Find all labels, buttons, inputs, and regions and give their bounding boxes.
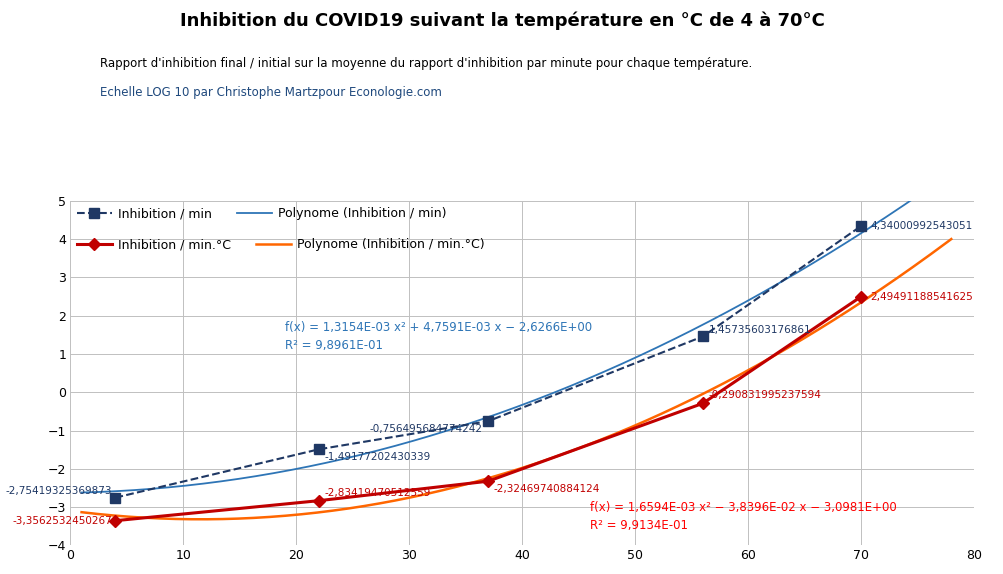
Text: -1,49177202430339: -1,49177202430339	[324, 452, 430, 463]
Text: -3,3562532450267: -3,3562532450267	[12, 515, 112, 526]
Text: -2,32469740884124: -2,32469740884124	[493, 484, 600, 494]
Text: -0,290831995237594: -0,290831995237594	[708, 390, 820, 400]
Text: -2,83419470512559: -2,83419470512559	[324, 488, 430, 498]
Text: f(x) = 1,3154E-03 x² + 4,7591E-03 x − 2,6266E+00
R² = 9,8961E-01: f(x) = 1,3154E-03 x² + 4,7591E-03 x − 2,…	[285, 321, 592, 352]
Text: 2,49491188541625: 2,49491188541625	[869, 292, 972, 302]
Text: Inhibition du COVID19 suivant la température en °C de 4 à 70°C: Inhibition du COVID19 suivant la tempéra…	[180, 11, 823, 30]
Text: Echelle LOG 10 par Christophe Martzpour Econologie.com: Echelle LOG 10 par Christophe Martzpour …	[100, 86, 442, 99]
Text: 1,45735603176861: 1,45735603176861	[708, 324, 810, 335]
Text: f(x) = 1,6594E-03 x² − 3,8396E-02 x − 3,0981E+00
R² = 9,9134E-01: f(x) = 1,6594E-03 x² − 3,8396E-02 x − 3,…	[590, 501, 896, 532]
Text: Rapport d'inhibition final / initial sur la moyenne du rapport d'inhibition par : Rapport d'inhibition final / initial sur…	[100, 57, 752, 71]
Text: 4,34000992543051: 4,34000992543051	[869, 221, 971, 231]
Text: -2,75419325369873: -2,75419325369873	[6, 486, 112, 496]
Legend: Inhibition / min.°C, Polynome (Inhibition / min.°C): Inhibition / min.°C, Polynome (Inhibitio…	[76, 238, 484, 251]
Text: -0,756495684774242: -0,756495684774242	[369, 424, 482, 435]
